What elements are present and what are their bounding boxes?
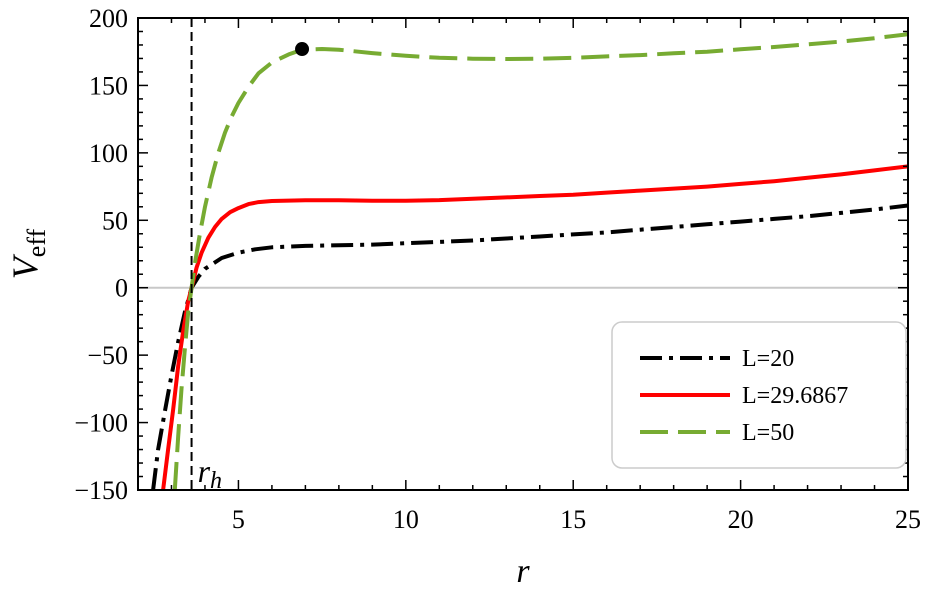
legend-label-1: L=20 — [742, 346, 794, 372]
x-tick-label: 25 — [895, 505, 921, 534]
y-axis-label-main: V — [5, 253, 45, 279]
x-tick-label: 15 — [560, 505, 586, 534]
x-tick-label: 5 — [232, 505, 245, 534]
horizon-label-sub: h — [210, 468, 222, 494]
ticks-layer: 5 10 15 20 25 −150 −100 −50 0 50 100 150 200 — [74, 4, 921, 534]
legend-label-3: L=50 — [742, 420, 794, 446]
horizon-label-main: r — [198, 453, 211, 489]
y-tick-label: 0 — [115, 274, 128, 303]
max-marker — [295, 42, 310, 57]
y-tick-label: 100 — [89, 139, 128, 168]
y-tick-label: 150 — [89, 71, 128, 100]
y-tick-label: 200 — [89, 4, 128, 33]
series-line-1 — [151, 203, 908, 490]
plot-frame — [137, 17, 909, 491]
y-tick-label: −150 — [74, 476, 128, 505]
legend: L=20 L=29.6867 L=50 — [611, 321, 907, 469]
x-axis-label: r — [516, 553, 530, 590]
y-axis-label: Veff — [5, 228, 51, 279]
y-tick-label: 50 — [102, 206, 128, 235]
y-axis-label-sub: eff — [22, 228, 51, 257]
x-tick-label: 20 — [728, 505, 754, 534]
y-tick-label: −100 — [74, 409, 128, 438]
legend-label-2: L=29.6867 — [742, 383, 848, 409]
x-tick-label: 10 — [393, 505, 419, 534]
horizon-label: rh — [198, 453, 222, 494]
series-line-3 — [172, 32, 908, 490]
y-tick-label: −50 — [87, 341, 128, 370]
